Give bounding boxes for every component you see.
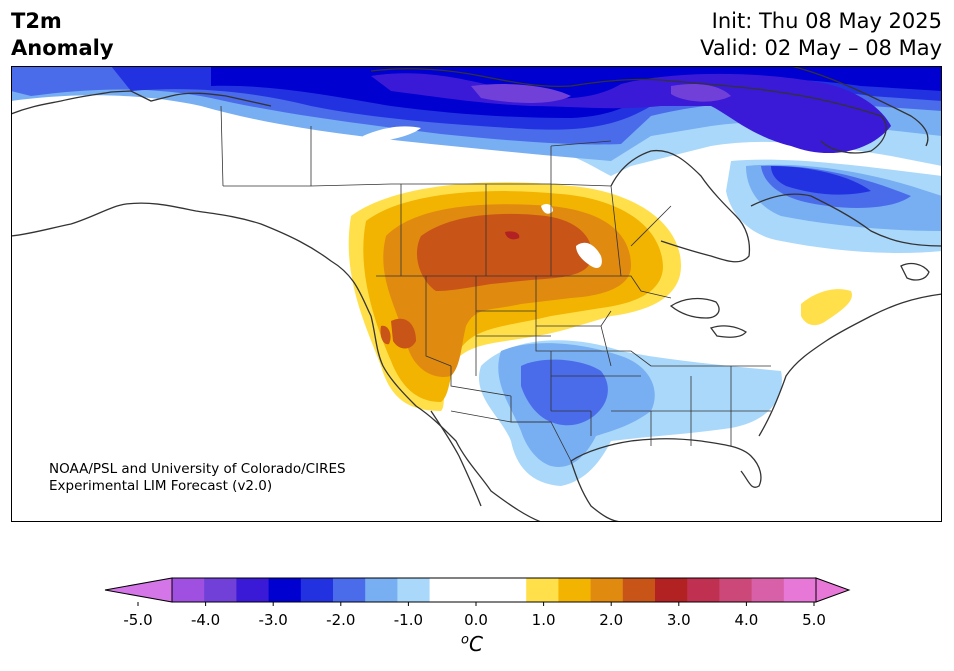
us-mexico-border: [450, 410, 572, 462]
warm-2-5: [416, 213, 592, 291]
anomaly-map: [11, 66, 942, 522]
great-bear-lake: [362, 126, 421, 142]
colorbar-bin: [687, 578, 720, 602]
colorbar-bin: [300, 578, 334, 602]
colorbar-bin: [429, 578, 463, 602]
colorbar: -5.0 -4.0 -3.0 -2.0 -1.0 0.0 1.0 2.0 3.0 4.0 5.0: [104, 577, 851, 629]
colorbar-tick-label: 3.0: [667, 611, 691, 629]
map-frame: [11, 66, 942, 522]
colorbar-bin: [397, 578, 431, 602]
colorbar-bin: [204, 578, 237, 602]
warm-pocket-sw: [380, 325, 391, 345]
colorbar-bin: [655, 578, 688, 602]
arctic-islands: [370, 68, 887, 154]
mexico-gulf: [570, 460, 622, 522]
labrador: [750, 193, 942, 247]
colorbar-frame: [171, 577, 817, 603]
colorbar-tick-label: -1.0: [394, 611, 423, 629]
colorbar-tick-label: 0.0: [464, 611, 488, 629]
warm-pocket-west: [391, 318, 416, 349]
baja-coast: [430, 410, 482, 507]
init-date: Init: Thu 08 May 2025: [711, 9, 942, 33]
west-coast: [11, 202, 542, 522]
greenland: [790, 66, 929, 147]
credit-line-2: Experimental LIM Forecast (v2.0): [49, 478, 273, 494]
colorbar-bin: [333, 578, 366, 602]
colorbar-tick-label: -5.0: [123, 611, 152, 629]
colorbar-tick-label: -3.0: [259, 611, 288, 629]
cold-core-arctic-2: [471, 84, 731, 103]
colorbar-bin: [268, 578, 302, 602]
colorbar-bin: [751, 578, 785, 602]
colorbar-bin: [236, 578, 270, 602]
gulf-coast: [570, 438, 762, 488]
cold-east-core: [771, 166, 871, 195]
unit-letter: C: [468, 632, 483, 656]
great-lakes: [669, 297, 747, 338]
colorbar-bin: [526, 578, 559, 602]
hudson-bay: [610, 149, 751, 263]
us-state-lines: [425, 276, 771, 446]
newfoundland: [900, 262, 930, 281]
coastlines: [11, 66, 942, 522]
colorbar-bin: [719, 578, 753, 602]
forecast-dates: Init: Thu 08 May 2025 Valid: 02 May – 08…: [700, 8, 942, 62]
title-line-2: Anomaly: [11, 36, 114, 60]
canada-us-border: [376, 275, 672, 299]
colorbar-bin: [783, 578, 817, 602]
colorbar-unit: oC: [461, 632, 483, 656]
title-line-1: T2m: [11, 9, 62, 33]
credit-text: NOAA/PSL and University of Colorado/CIRE…: [49, 461, 346, 495]
warm-peak: [505, 231, 520, 240]
colorbar-tick-label: 5.0: [802, 611, 826, 629]
colorbar-tick-label: 1.0: [532, 611, 556, 629]
atlantic-coast: [758, 293, 942, 437]
colorbar-tick-label: -2.0: [326, 611, 355, 629]
colorbar-tick-label: -4.0: [191, 611, 220, 629]
province-lines: [223, 126, 672, 277]
colorbar-bin: [558, 578, 592, 602]
colorbar-bin: [590, 578, 624, 602]
colorbar-bin: [622, 578, 656, 602]
credit-line-1: NOAA/PSL and University of Colorado/CIRE…: [49, 461, 346, 477]
valid-period: Valid: 02 May – 08 May: [700, 36, 942, 60]
alaska-border: [220, 105, 224, 187]
colorbar-bin: [461, 578, 527, 602]
colorbar-tick-label: 2.0: [599, 611, 623, 629]
degree-symbol: o: [461, 632, 469, 648]
colorbar-bin: [172, 578, 205, 602]
colorbar-under-extension: [104, 577, 173, 603]
borders: [220, 105, 771, 462]
lake-winnipeg: [541, 203, 602, 268]
colorbar-over-extension: [815, 577, 851, 603]
anomaly-fields: [11, 66, 942, 486]
alaska-coast: [11, 90, 272, 115]
colorbar-bin: [365, 578, 398, 602]
map-title: T2m Anomaly: [11, 8, 114, 62]
warm-northeast: [801, 289, 852, 326]
colorbar-tick-label: 4.0: [734, 611, 758, 629]
